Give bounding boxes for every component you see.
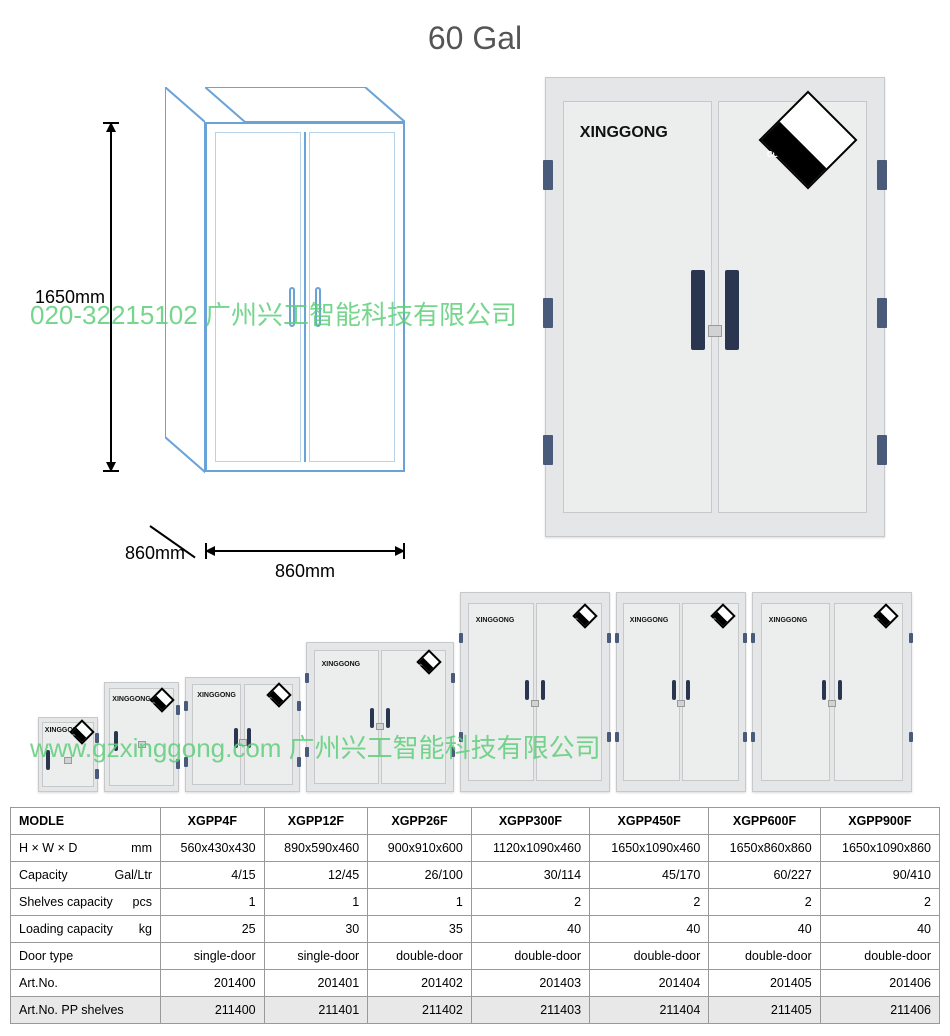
page-title: 60 Gal — [0, 0, 950, 67]
product-size-row: XINGGONG CORROSIVES XINGGONG CORROSIVES … — [0, 587, 950, 807]
dimensional-drawing: 1650mm 860mm 860mm — [65, 77, 485, 557]
depth-label: 860mm — [125, 543, 185, 564]
main-product-image: XINGGONG CORROSIVES — [545, 77, 885, 537]
product-thumb: XINGGONG CORROSIVES — [38, 717, 98, 792]
product-thumb: XINGGONG CORROSIVES — [752, 592, 912, 792]
height-label: 1650mm — [35, 287, 105, 308]
spec-table: MODLEXGPP4FXGPP12FXGPP26FXGPP300FXGPP450… — [10, 807, 940, 1024]
height-dimension: 1650mm — [65, 122, 160, 472]
width-dimension: 860mm — [205, 532, 405, 572]
product-thumb: XINGGONG CORROSIVES — [306, 642, 454, 792]
brand-label: XINGGONG — [580, 124, 668, 142]
width-label: 860mm — [205, 561, 405, 582]
product-thumb: XINGGONG CORROSIVES — [185, 677, 300, 792]
depth-dimension: 860mm — [150, 525, 210, 565]
product-thumb: XINGGONG CORROSIVES — [616, 592, 746, 792]
product-thumb: XINGGONG CORROSIVES — [104, 682, 179, 792]
product-thumb: XINGGONG CORROSIVES — [460, 592, 610, 792]
top-section: 1650mm 860mm 860mm XINGGONG CORROSIVES — [0, 67, 950, 587]
